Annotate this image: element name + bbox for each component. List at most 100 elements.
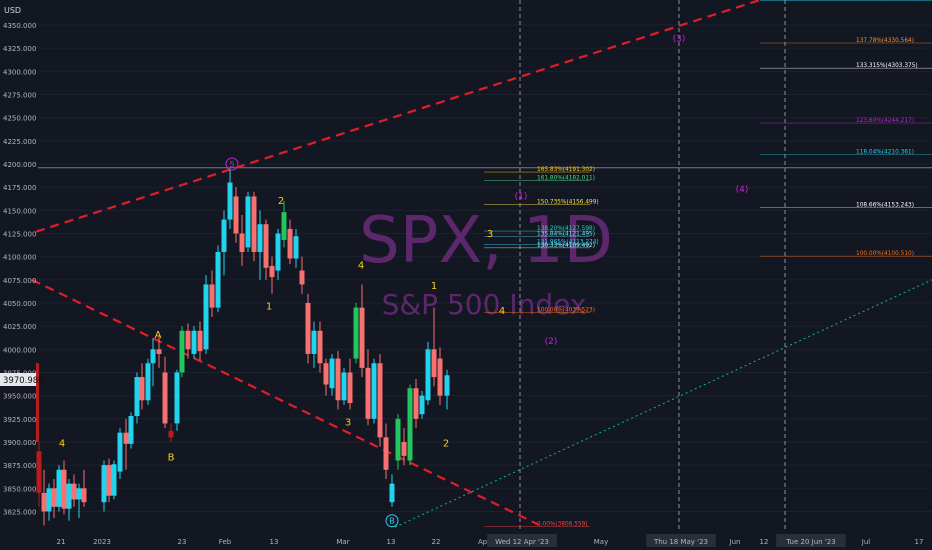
watermark: SPX, 1D S&P 500 Index <box>359 204 613 321</box>
fib-level-label: 150.735%(4156.499) <box>537 199 599 205</box>
circled-wave-ring <box>385 514 399 528</box>
x-tick-label: Apr <box>478 538 490 546</box>
x-tick-label: Jul <box>861 538 871 546</box>
candle-body <box>101 465 107 503</box>
circled-wave-ring <box>225 157 239 171</box>
price-badge-text: 3970.980 <box>3 376 44 386</box>
y-tick-label: 4150.000 <box>3 207 36 215</box>
candle-body <box>365 367 371 419</box>
y-tick-label: 4325.000 <box>3 45 36 53</box>
fib-level-label: 133.315%(4303.375) <box>856 63 918 69</box>
trend-line-upper-channel <box>35 0 761 233</box>
fib-level-label: 135.84%(4121.495) <box>537 232 595 238</box>
paren-wave-label: (1) <box>515 192 528 202</box>
fib-level-label: 137.78%(4330.564) <box>856 38 914 44</box>
wave-label: 3 <box>345 417 351 428</box>
wave-label: 2 <box>278 196 284 207</box>
candle-body <box>111 464 117 496</box>
y-tick-label: 4100.000 <box>3 254 36 262</box>
candle-body <box>51 488 57 507</box>
x-marker-badge <box>776 534 846 547</box>
watermark-name: S&P 500 Index <box>382 288 587 321</box>
y-tick-label: 4000.000 <box>3 346 36 354</box>
x-tick-label: 22 <box>432 538 441 546</box>
candle-body <box>209 284 215 308</box>
fib-level-label: 165.83%(4191.302) <box>537 167 595 173</box>
candle-body <box>179 330 185 373</box>
candle-body <box>389 483 395 503</box>
y-tick-label: 4050.000 <box>3 300 36 308</box>
wave-label: D <box>806 0 814 2</box>
y-tick-label: 3850.000 <box>3 485 36 493</box>
fib-level-label: 123.60%(4244.217) <box>856 118 914 124</box>
fib-level-label: 0.00%(3808.559) <box>537 522 588 528</box>
y-tick-label: 4350.000 <box>3 22 36 30</box>
wave-labels: 4 A B 2 1 4 3 1 2 3 4 D 5 B (1) (2) (3) (4) <box>59 0 814 528</box>
y-tick-label: 4300.000 <box>3 68 36 76</box>
x-tick-label: 2023 <box>93 538 111 546</box>
fib-level-label: 100.00%(4100.510) <box>856 251 914 257</box>
candle-body <box>61 469 67 509</box>
candle-body <box>36 451 42 493</box>
fib-level-label: 100.00%(4039.523) <box>537 308 595 314</box>
y-tick-label: 4175.000 <box>3 184 36 192</box>
candles <box>36 168 450 526</box>
paren-wave-label: (3) <box>673 35 686 45</box>
candle-body <box>311 330 317 354</box>
price-badge: 3970.980 <box>0 373 44 386</box>
candle-body <box>431 349 437 378</box>
candle-body <box>156 349 162 354</box>
x-tick-label: 23 <box>178 538 187 546</box>
candle-body <box>275 233 281 271</box>
candle-body <box>353 307 359 359</box>
candle-body <box>407 388 413 461</box>
candle-body <box>287 228 293 259</box>
y-tick-label: 4075.000 <box>3 277 36 285</box>
candle-body <box>444 375 450 396</box>
fib-levels: 165.83%(4191.302) 161.80%(4182.011) 150.73… <box>484 0 932 528</box>
candle-body <box>401 441 407 456</box>
y-tick-label: 3950.000 <box>3 393 36 401</box>
x-tick-label: Feb <box>219 538 232 546</box>
price-badge-bg <box>0 373 36 386</box>
fib-level-label: 130.33%(4109.492) <box>537 243 595 249</box>
candle-body <box>66 483 72 509</box>
y-tick-label: 4200.000 <box>3 161 36 169</box>
x-tick-label: 21 <box>57 538 66 546</box>
candle-body <box>329 358 335 389</box>
candle-body <box>305 302 311 354</box>
candle-body <box>56 469 62 507</box>
currency-label: USD <box>4 6 21 15</box>
paren-wave-label: (2) <box>545 337 558 347</box>
wave-label: A <box>155 330 162 341</box>
wave-label: 4 <box>59 439 65 450</box>
candle-body <box>106 465 112 496</box>
candle-body <box>293 236 299 259</box>
candle-body <box>317 330 323 364</box>
candle-body <box>437 358 443 396</box>
trend-line-support <box>394 279 932 528</box>
fib-level-label: 118.04%(4210.361) <box>856 149 914 155</box>
candle-body <box>299 270 305 285</box>
fib-level-label: 161.80%(4182.011) <box>537 176 595 182</box>
x-tick-label: Thu 18 May '23 <box>653 538 708 546</box>
candle-body <box>162 372 168 424</box>
y-tick-label: 3900.000 <box>3 439 36 447</box>
fib-level-label: 131.965%(4113.274) <box>537 239 599 245</box>
x-tick-label: 13 <box>387 538 396 546</box>
candle-body <box>239 233 245 253</box>
wave-label: B <box>168 453 175 464</box>
x-marker-badge <box>646 534 716 547</box>
candle-body <box>263 224 269 268</box>
candle-body <box>191 330 197 354</box>
circled-wave-label: 5 <box>229 160 234 169</box>
candle-body <box>335 358 341 401</box>
candle-body <box>203 284 209 350</box>
candle-body <box>36 363 39 442</box>
candle-body <box>150 349 156 364</box>
candle-body <box>145 363 151 401</box>
candle-body <box>197 330 203 352</box>
x-tick-label: Jun <box>729 538 741 546</box>
wave-label: 1 <box>431 281 437 292</box>
